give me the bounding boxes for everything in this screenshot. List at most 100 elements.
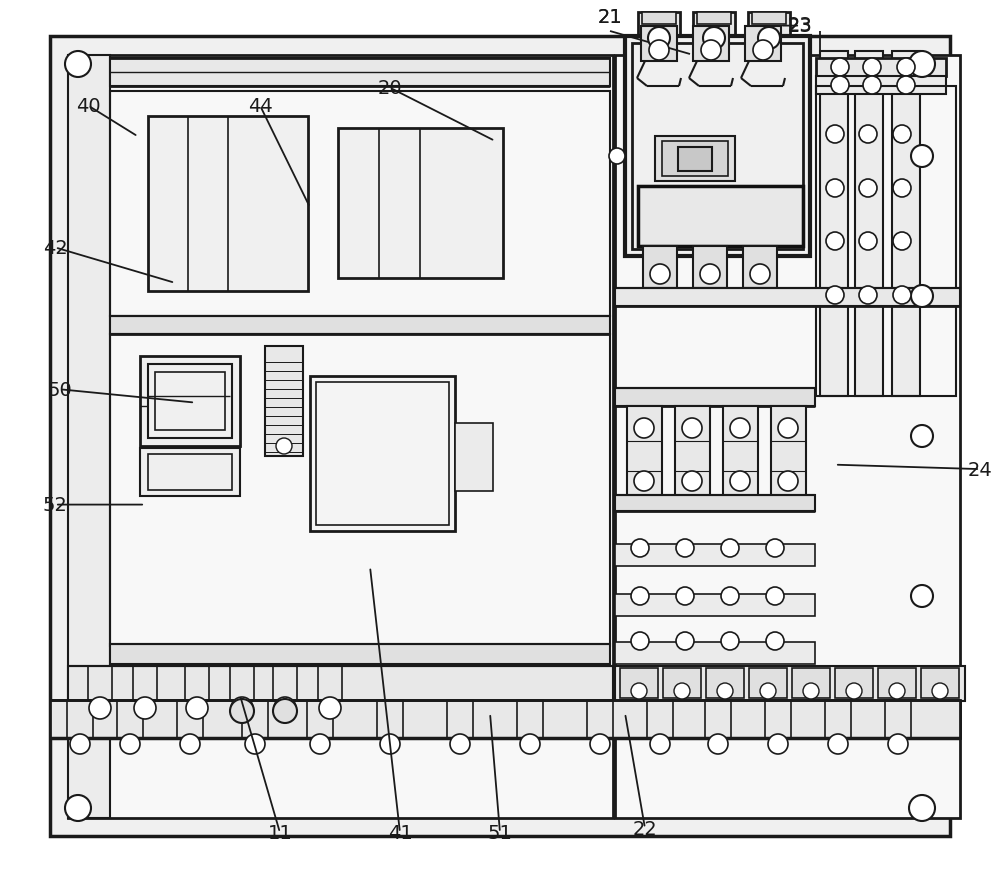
Circle shape [909, 795, 935, 821]
Circle shape [909, 52, 935, 78]
Bar [67, 700, 93, 738]
Circle shape [828, 734, 848, 754]
Circle shape [134, 697, 156, 719]
Circle shape [634, 418, 654, 439]
Circle shape [650, 734, 670, 754]
Circle shape [721, 587, 739, 605]
Bar [318, 666, 342, 701]
Circle shape [911, 146, 933, 167]
Circle shape [750, 265, 770, 284]
Bar [615, 56, 960, 818]
Circle shape [826, 287, 844, 305]
Bar [723, 407, 758, 499]
Bar [615, 495, 815, 511]
Bar [638, 187, 803, 246]
Bar [678, 148, 712, 172]
Bar [68, 56, 613, 818]
Circle shape [273, 699, 297, 723]
Bar [627, 407, 662, 499]
Bar [825, 700, 851, 738]
Bar [185, 666, 209, 701]
Bar [706, 668, 744, 698]
Circle shape [826, 126, 844, 144]
Bar [307, 700, 333, 738]
Bar [615, 289, 960, 307]
Circle shape [911, 586, 933, 607]
Circle shape [186, 697, 208, 719]
Circle shape [778, 471, 798, 492]
Bar [663, 668, 701, 698]
Bar [140, 448, 240, 496]
Circle shape [520, 734, 540, 754]
Circle shape [889, 683, 905, 699]
Circle shape [846, 683, 862, 699]
Circle shape [760, 683, 776, 699]
Circle shape [730, 471, 750, 492]
Bar [892, 52, 920, 397]
Circle shape [753, 41, 773, 61]
Circle shape [893, 287, 911, 305]
Circle shape [703, 28, 725, 50]
Bar [705, 700, 731, 738]
Bar [110, 92, 610, 316]
Circle shape [648, 28, 670, 50]
Circle shape [631, 683, 647, 699]
Circle shape [859, 126, 877, 144]
Text: 42: 42 [43, 238, 67, 258]
Bar [110, 59, 610, 87]
Circle shape [180, 734, 200, 754]
Text: 51: 51 [488, 823, 512, 843]
Bar [615, 666, 965, 701]
Circle shape [766, 633, 784, 650]
Text: 44: 44 [248, 97, 272, 116]
Bar [743, 246, 777, 289]
Circle shape [631, 540, 649, 557]
Circle shape [120, 734, 140, 754]
Text: 23: 23 [788, 17, 812, 36]
Circle shape [831, 77, 849, 95]
Text: 24: 24 [968, 460, 992, 479]
Circle shape [897, 77, 915, 95]
Bar [155, 373, 225, 431]
Circle shape [766, 540, 784, 557]
Bar [68, 666, 613, 701]
Bar [620, 668, 658, 698]
Text: 41: 41 [388, 823, 412, 843]
Circle shape [380, 734, 400, 754]
Circle shape [893, 180, 911, 198]
Bar [310, 377, 455, 532]
Circle shape [650, 265, 670, 284]
Circle shape [826, 233, 844, 251]
Bar [792, 668, 830, 698]
Bar [242, 700, 268, 738]
Bar [587, 700, 613, 738]
Circle shape [310, 734, 330, 754]
Circle shape [893, 126, 911, 144]
Circle shape [676, 587, 694, 605]
Circle shape [245, 734, 265, 754]
Bar [455, 424, 493, 492]
Text: 50: 50 [48, 380, 72, 400]
Circle shape [65, 795, 91, 821]
Bar [110, 644, 610, 664]
Bar [771, 407, 806, 499]
Bar [752, 13, 786, 25]
Text: 21: 21 [598, 8, 622, 27]
Bar [110, 316, 610, 335]
Circle shape [831, 59, 849, 77]
Circle shape [634, 471, 654, 492]
Circle shape [649, 41, 669, 61]
Text: 23: 23 [788, 15, 812, 35]
Circle shape [609, 149, 625, 165]
Circle shape [450, 734, 470, 754]
Bar [662, 142, 728, 177]
Text: 21: 21 [598, 7, 622, 27]
Circle shape [682, 471, 702, 492]
Circle shape [676, 633, 694, 650]
Bar [816, 87, 956, 397]
Bar [517, 700, 543, 738]
Bar [638, 13, 680, 65]
Circle shape [231, 697, 253, 719]
Circle shape [863, 77, 881, 95]
Circle shape [721, 540, 739, 557]
